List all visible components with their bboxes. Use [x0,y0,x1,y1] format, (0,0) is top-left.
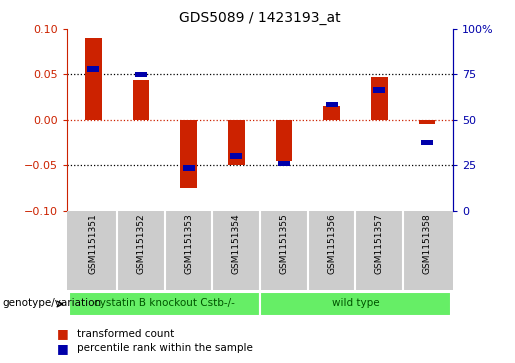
Bar [371,77,388,120]
Bar [276,120,293,160]
Text: GSM1151353: GSM1151353 [184,213,193,274]
Text: transformed count: transformed count [77,329,175,339]
Text: GSM1151356: GSM1151356 [327,213,336,274]
Bar [230,154,242,159]
FancyBboxPatch shape [260,292,451,316]
FancyBboxPatch shape [70,292,260,316]
Bar [87,66,99,72]
Bar [135,72,147,77]
Title: GDS5089 / 1423193_at: GDS5089 / 1423193_at [179,11,341,25]
Text: GSM1151352: GSM1151352 [136,213,145,274]
Bar [228,120,245,165]
Text: ■: ■ [57,342,68,355]
Bar [85,38,101,120]
Text: GSM1151355: GSM1151355 [280,213,288,274]
Bar [183,165,195,171]
Bar [373,87,385,93]
Bar [419,120,435,124]
Text: ■: ■ [57,327,68,340]
Text: GSM1151357: GSM1151357 [375,213,384,274]
Text: genotype/variation: genotype/variation [3,298,101,308]
Text: GSM1151354: GSM1151354 [232,213,241,274]
Bar [180,120,197,188]
Bar [132,80,149,120]
Bar [421,140,433,145]
Text: wild type: wild type [332,298,379,309]
Text: GSM1151358: GSM1151358 [422,213,432,274]
Bar [278,160,290,166]
Text: percentile rank within the sample: percentile rank within the sample [77,343,253,354]
Text: cystatin B knockout Cstb-/-: cystatin B knockout Cstb-/- [94,298,235,309]
Bar [325,102,337,107]
Bar [323,106,340,120]
Text: GSM1151351: GSM1151351 [89,213,98,274]
